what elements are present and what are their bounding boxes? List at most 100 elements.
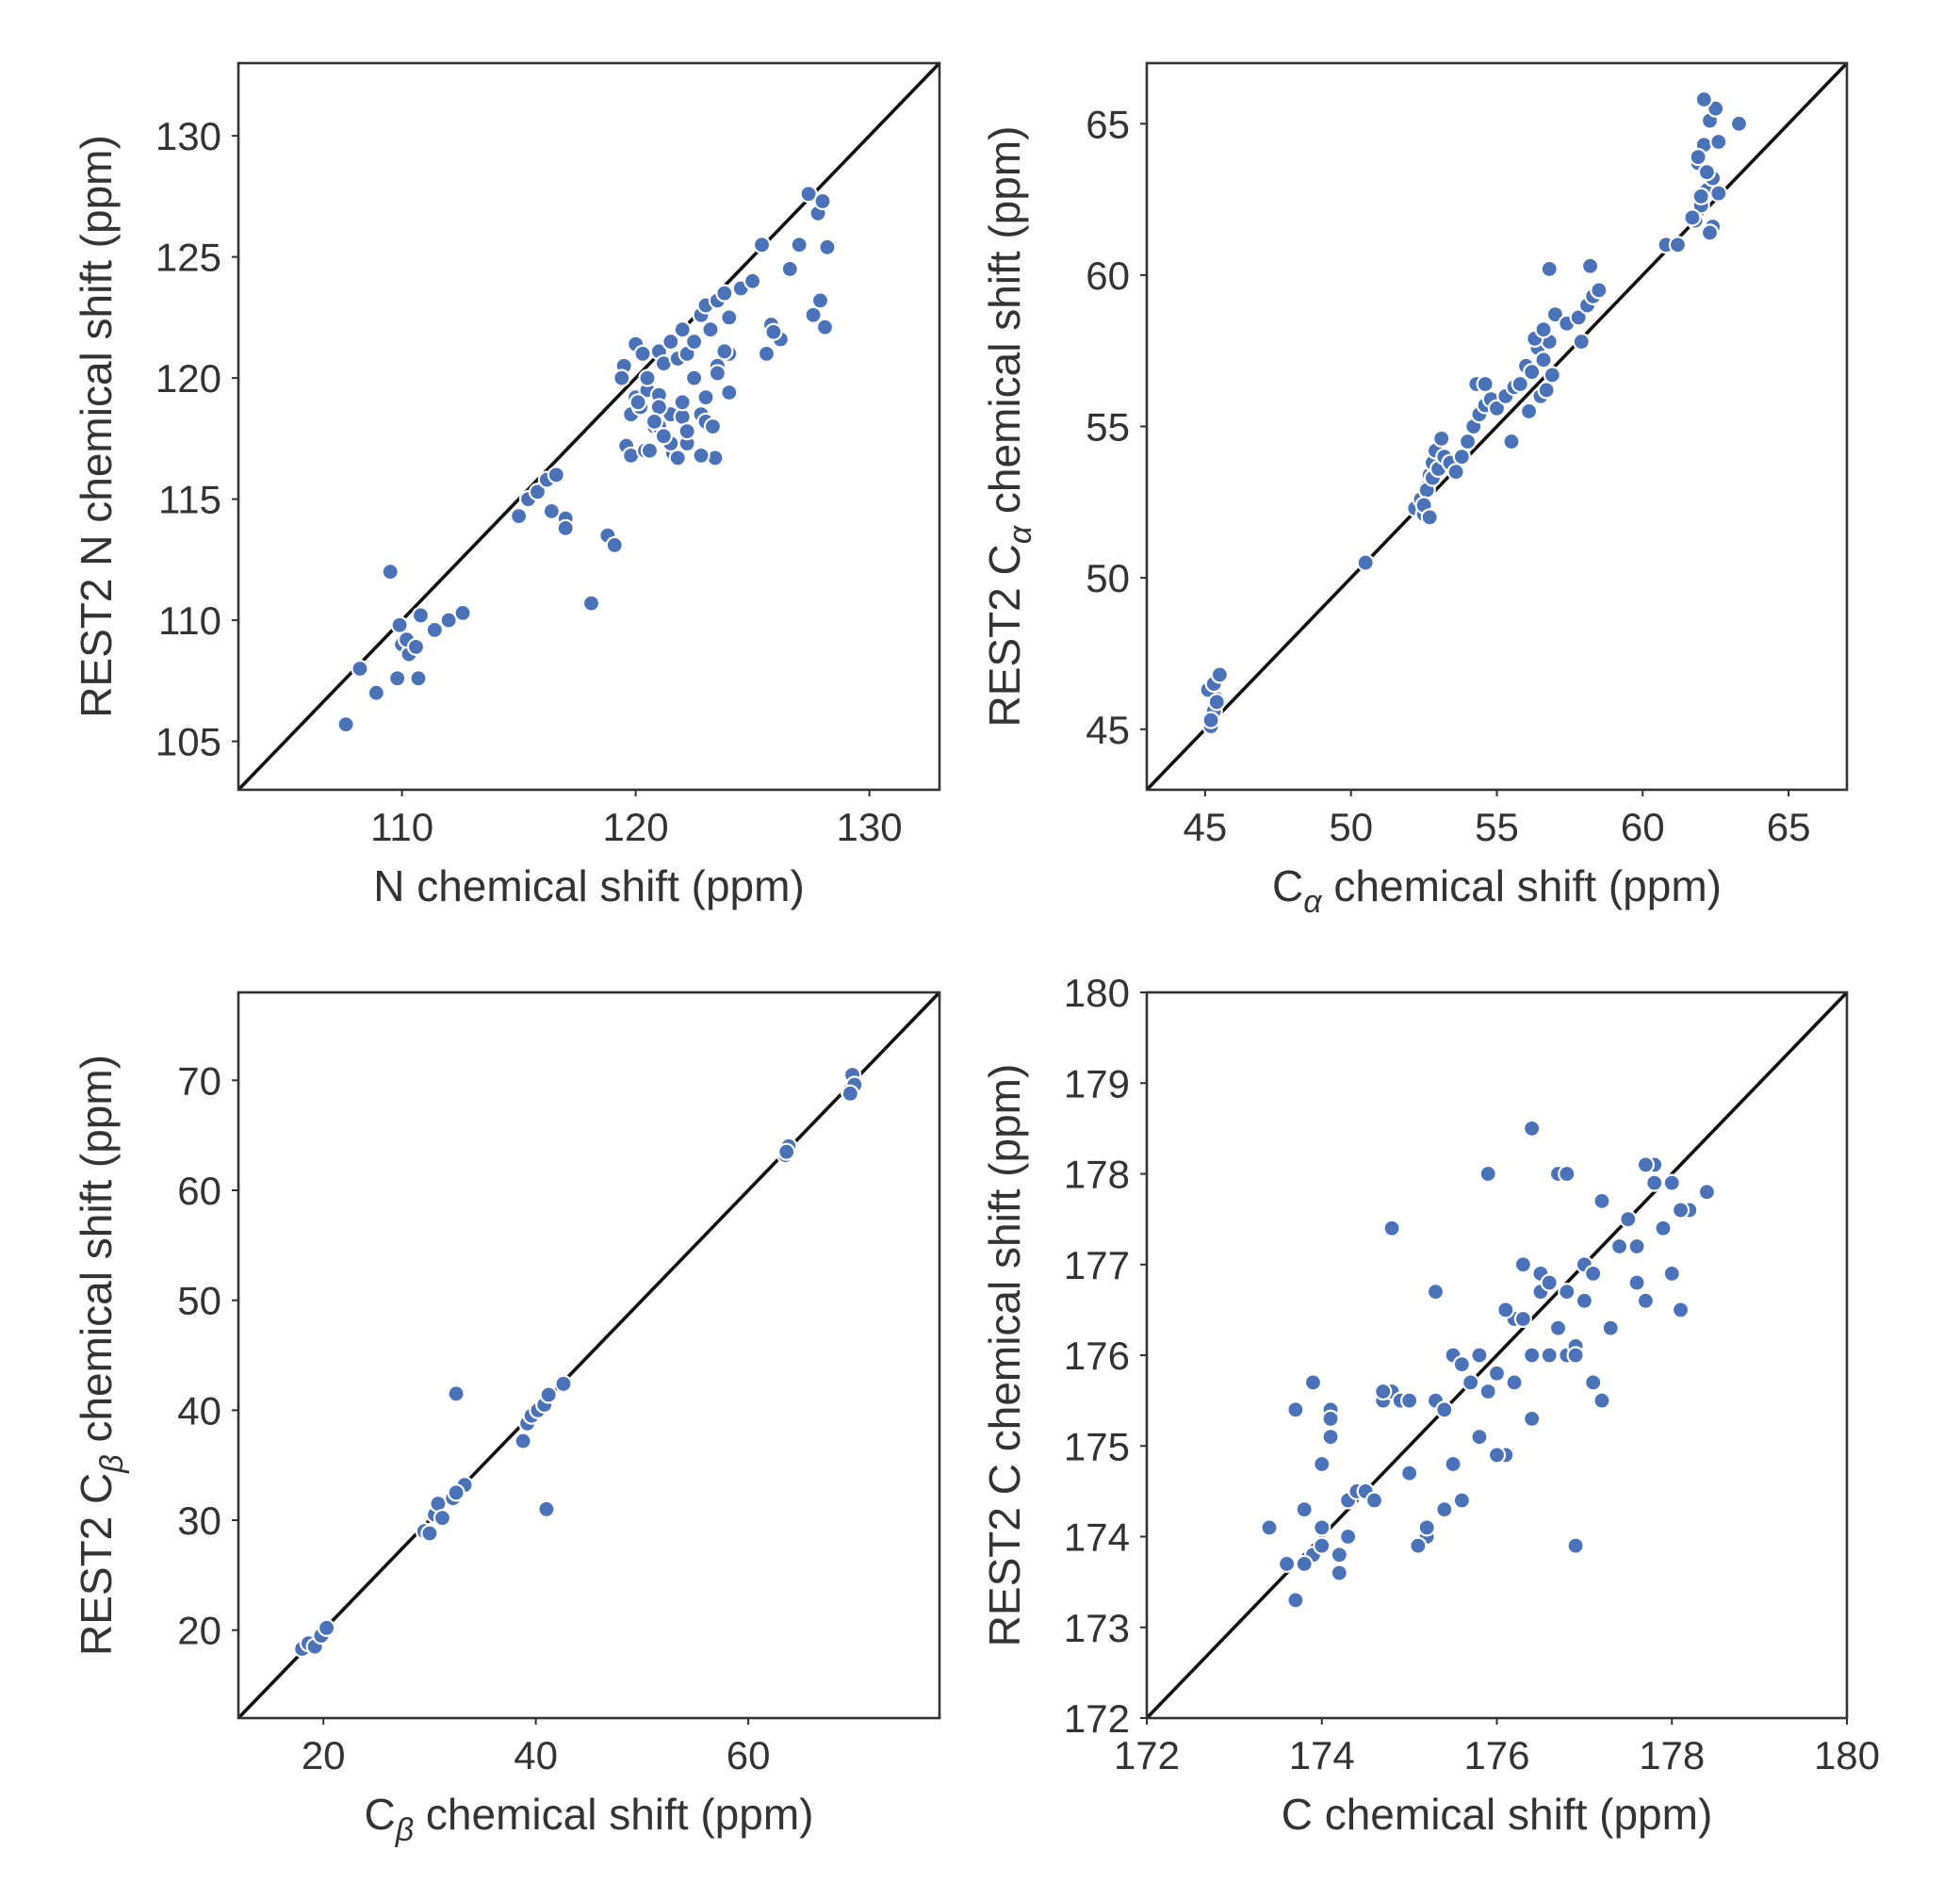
data-point [1478, 1164, 1497, 1184]
identity-line [238, 992, 939, 1718]
x-tick-label: 176 [1463, 1733, 1529, 1777]
data-point [1382, 1219, 1401, 1237]
data-point [317, 1618, 336, 1637]
data-point [539, 1385, 558, 1404]
data-point [1426, 1283, 1446, 1302]
y-tick-label: 115 [158, 478, 221, 522]
data-point [1523, 1409, 1542, 1428]
y-tick-label: 70 [177, 1058, 221, 1103]
data-point [1691, 187, 1710, 205]
data-point [813, 191, 832, 211]
data-point [720, 383, 739, 402]
ca-shift-panel: 45 50 55 60 65 45 50 55 60 65 Cα chemical shift (p… [980, 61, 1849, 920]
data-point [1432, 429, 1451, 448]
x-axis-label-subscript: α [1303, 884, 1323, 920]
data-point [1487, 399, 1507, 418]
x-tick-label: 60 [1621, 805, 1665, 849]
data-point [1496, 1301, 1515, 1319]
data-point [701, 320, 720, 339]
data-point [336, 715, 355, 734]
data-point [1458, 432, 1478, 451]
data-point [537, 1499, 556, 1518]
data-point [367, 683, 385, 702]
data-point [1543, 366, 1561, 385]
x-axis-label: Cα chemical shift (ppm) [1272, 861, 1722, 920]
x-tick-label: 180 [1814, 1733, 1880, 1777]
x-axis-label-text: C chemical shift (ppm) [1282, 1790, 1713, 1839]
identity-line [1147, 992, 1847, 1718]
data-point [1400, 1391, 1419, 1410]
y-tick-label: 55 [1086, 405, 1130, 450]
data-point [1400, 1464, 1419, 1482]
y-tick-label: 65 [1086, 102, 1130, 146]
data-point [1409, 1536, 1428, 1555]
data-point [1321, 1409, 1340, 1428]
x-tick-label: 130 [837, 805, 903, 849]
data-point [638, 368, 657, 387]
data-point [1476, 374, 1494, 394]
data-point [388, 669, 407, 688]
data-point [447, 1384, 466, 1403]
data-point [1671, 1301, 1690, 1319]
data-point [1339, 1527, 1358, 1547]
data-point [447, 1483, 466, 1502]
data-point [804, 305, 823, 324]
data-point [528, 483, 547, 501]
data-point [673, 320, 692, 339]
data-point [1364, 1491, 1384, 1510]
x-axis-label-text: C [364, 1790, 395, 1839]
data-point [1729, 114, 1749, 133]
data-point [654, 427, 673, 446]
data-point [1435, 1400, 1454, 1419]
x-tick-label: 174 [1289, 1733, 1355, 1777]
data-point [1452, 1491, 1471, 1510]
data-point [1513, 1255, 1532, 1274]
data-point [678, 422, 696, 441]
y-axis-label-subscript: α [1003, 524, 1038, 544]
data-point [703, 417, 723, 436]
data-point [556, 518, 575, 538]
data-point [1513, 1309, 1532, 1329]
data-point [1580, 256, 1600, 275]
data-point [1601, 1318, 1620, 1337]
data-point [1609, 1236, 1629, 1256]
data-point [810, 291, 830, 310]
data-point [764, 322, 783, 341]
x-axis-label-text: C [1272, 861, 1303, 910]
data-point [1707, 99, 1725, 118]
x-tick-label: 40 [514, 1733, 558, 1777]
data-point [799, 185, 818, 204]
x-axis-label-text: N chemical shift (ppm) [373, 861, 805, 910]
data-point [1210, 665, 1229, 684]
data-point [581, 594, 601, 613]
data-point [1330, 1564, 1348, 1582]
data-point [1671, 1201, 1690, 1220]
data-point [1697, 1183, 1717, 1202]
y-axis-label: REST2 N chemical shift (ppm) [72, 135, 121, 718]
y-axis-label-rest: chemical shift (ppm) [980, 126, 1029, 526]
data-point [1487, 1446, 1507, 1465]
data-point [715, 342, 734, 361]
data-point [1572, 332, 1591, 352]
data-point [351, 659, 369, 679]
data-points [336, 185, 837, 734]
data-point [411, 606, 431, 625]
y-tick-label: 30 [177, 1498, 221, 1543]
data-point [684, 332, 704, 352]
data-point [692, 446, 710, 465]
x-axis-label: C chemical shift (ppm) [1282, 1790, 1713, 1839]
y-axis-label-rest: chemical shift (ppm) [72, 1055, 121, 1454]
data-point [1636, 1155, 1655, 1174]
y-axis-label-text: REST2 C [72, 1473, 121, 1656]
data-point [684, 368, 704, 387]
data-point [1313, 1518, 1331, 1537]
axes-frame [237, 991, 941, 1720]
data-point [1420, 508, 1439, 527]
data-point [1654, 1219, 1673, 1237]
x-tick-label: 178 [1639, 1733, 1705, 1777]
data-point [662, 332, 680, 352]
data-point [1523, 1119, 1542, 1138]
data-point [1540, 259, 1559, 279]
data-point [1662, 1264, 1681, 1283]
y-tick-label: 130 [155, 114, 221, 158]
